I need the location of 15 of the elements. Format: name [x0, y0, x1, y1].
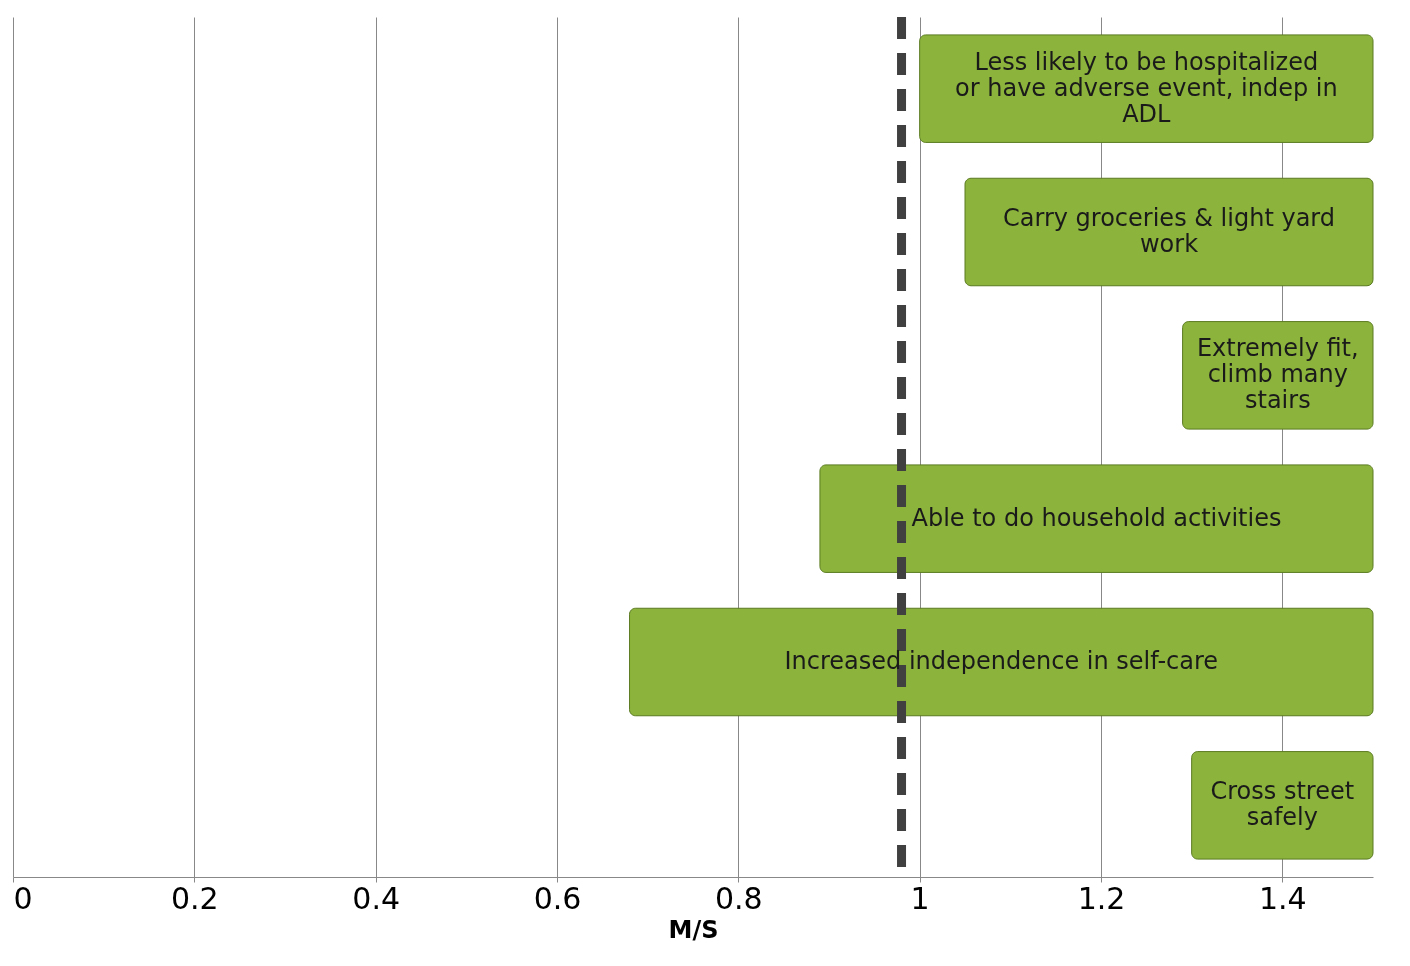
y-tick-label: Extremely fit, climb many stairs	[1196, 334, 1359, 415]
y-tick-label: Able to do household activities	[911, 503, 1282, 532]
x-tick-label: 0.6	[533, 880, 582, 916]
y-tick-label: Less likely to be hospitalized or have adverse event, indep in ADL	[955, 47, 1338, 128]
x-tick-label: 1.2	[1077, 880, 1126, 916]
x-axis-title: M/S	[668, 915, 719, 944]
x-tick-label: 0.8	[714, 880, 763, 916]
x-tick-label: 1	[910, 880, 930, 916]
y-tick-label: Increased independence in self-care	[784, 647, 1219, 675]
x-tick-label: 0.2	[170, 880, 219, 916]
y-tick-label: Cross street safely	[1210, 777, 1355, 832]
x-tick-label: 0	[13, 880, 33, 916]
x-tick-label: 0.4	[352, 880, 401, 916]
y-tick-label: Carry groceries & light yard work	[1002, 204, 1336, 258]
x-tick-label: 1.4	[1258, 880, 1307, 916]
